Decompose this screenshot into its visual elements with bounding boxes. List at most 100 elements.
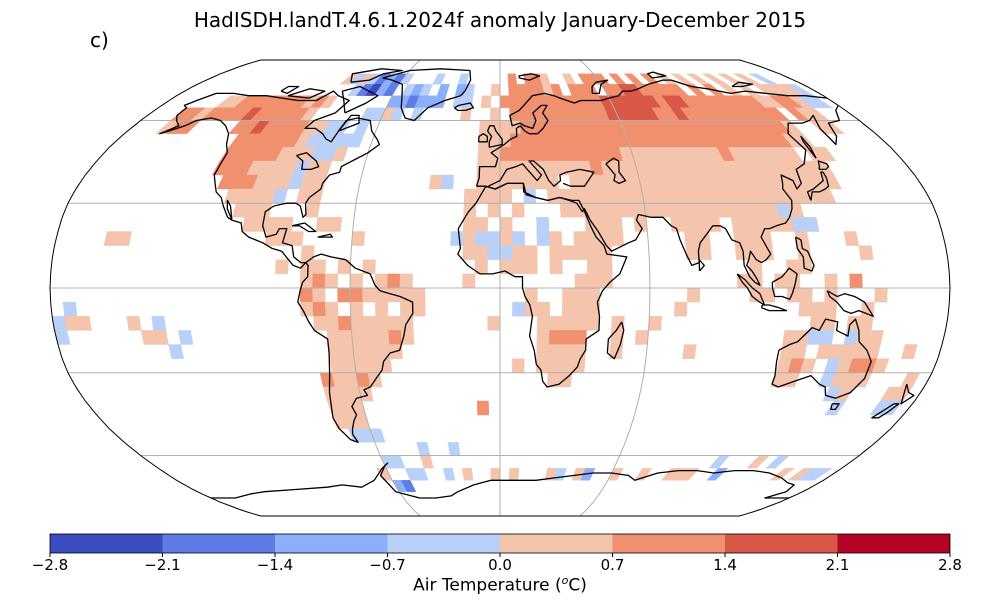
- anomaly-cell: [275, 259, 289, 275]
- coast-java: [761, 304, 788, 312]
- colorbar-tick-label: 0.0: [488, 556, 512, 574]
- colorbar-swatch-1: [162, 534, 275, 553]
- anomaly-cell: [153, 330, 169, 345]
- anomaly-cell: [374, 301, 389, 317]
- globe-outline: [49, 59, 951, 517]
- anomaly-cell: [536, 316, 551, 331]
- anomaly-cell: [512, 245, 526, 260]
- anomaly-cell: [487, 245, 501, 260]
- anomaly-cell: [511, 358, 525, 373]
- anomaly-cell: [151, 316, 167, 331]
- anomaly-cell: [843, 231, 860, 246]
- anomaly-cell: [804, 468, 834, 481]
- anomaly-cell: [178, 330, 194, 345]
- anomaly-cell: [549, 259, 563, 275]
- anomaly-cell: [324, 301, 339, 317]
- anomaly-cell: [549, 316, 563, 331]
- anomaly-cell: [326, 330, 341, 345]
- coast-sri-lanka: [698, 259, 705, 272]
- anomaly-cell: [461, 468, 474, 481]
- anomaly-cell: [706, 217, 722, 232]
- anomaly-cell: [582, 188, 597, 204]
- anomaly-cell: [573, 330, 587, 345]
- coast-great-lakes: [296, 152, 320, 171]
- anomaly-cell: [62, 301, 78, 317]
- anomaly-cell: [682, 217, 697, 232]
- anomaly-cell: [378, 358, 393, 373]
- anomaly-cell: [387, 273, 401, 289]
- coast-africa: [457, 182, 628, 388]
- anomaly-cell: [442, 468, 456, 481]
- anomaly-cell: [532, 147, 546, 162]
- colorbar: [49, 533, 951, 557]
- colorbar-label-suffix: C): [568, 575, 587, 596]
- anomaly-cell: [512, 301, 526, 317]
- coast-iceland: [454, 102, 475, 112]
- coast-sumatra: [736, 273, 766, 306]
- anomaly-cell: [619, 203, 635, 218]
- coast-victoria-isl: [287, 88, 326, 99]
- anomaly-cell: [537, 301, 551, 317]
- anomaly-cell: [432, 73, 446, 85]
- anomaly-cell: [499, 95, 510, 108]
- anomaly-cell: [490, 468, 501, 481]
- anomaly-cell: [299, 287, 314, 303]
- anomaly-cell: [573, 231, 587, 246]
- anomaly-cell: [544, 160, 558, 176]
- anomaly-cell: [337, 287, 351, 303]
- anomaly-cell: [520, 133, 533, 148]
- anomaly-cell: [522, 160, 535, 176]
- anomaly-cell: [499, 147, 512, 162]
- anomaly-cell: [796, 245, 812, 260]
- colorbar-tick-label: 2.8: [938, 556, 962, 574]
- anomaly-cell: [587, 273, 601, 289]
- anomaly-cell: [349, 287, 363, 303]
- anomaly-cell: [461, 95, 474, 108]
- anomaly-cell: [823, 301, 838, 317]
- anomaly-cell: [749, 273, 763, 289]
- anomaly-cell: [414, 468, 429, 481]
- anomaly-cell: [351, 330, 366, 345]
- anomaly-cell: [312, 301, 327, 317]
- graticule: [50, 60, 950, 516]
- anomaly-cell: [586, 316, 600, 331]
- anomaly-cell: [858, 316, 874, 331]
- anomaly-cell: [598, 245, 613, 260]
- coast-cuba: [291, 222, 317, 233]
- anomaly-cell: [818, 330, 835, 345]
- anomaly-cell: [586, 245, 600, 260]
- coast-nz-south: [871, 403, 900, 419]
- anomaly-cell: [64, 316, 80, 331]
- anomaly-cell: [349, 273, 363, 289]
- anomaly-cell: [799, 287, 813, 303]
- anomaly-cell: [329, 358, 345, 373]
- colorbar-label-prefix: Air Temperature (: [413, 575, 562, 596]
- anomaly-cell: [574, 287, 588, 303]
- anomaly-cell: [683, 231, 699, 246]
- coast-tasmania: [830, 403, 840, 411]
- anomaly-cell: [315, 217, 330, 232]
- colorbar-label: Air Temperature (oC): [0, 574, 1000, 596]
- coast-madagascar: [606, 321, 625, 360]
- anomaly-cell: [340, 344, 355, 359]
- anomaly-cell: [708, 455, 731, 469]
- coast-asia-east: [476, 105, 841, 286]
- anomaly-cell: [814, 147, 837, 162]
- anomaly-cell: [362, 316, 377, 331]
- anomaly-cell: [324, 273, 338, 289]
- coast-hispaniola: [317, 233, 334, 238]
- colorbar-tick-label: −1.4: [256, 556, 294, 574]
- coast-greenland: [382, 68, 472, 122]
- anomaly-cell: [374, 273, 388, 289]
- anomaly-cell: [312, 259, 327, 275]
- panel-label: c): [90, 28, 109, 52]
- anomaly-cell: [634, 468, 653, 481]
- anomaly-cell: [536, 217, 550, 232]
- coast-borneo: [771, 267, 798, 300]
- coast-baffin: [341, 85, 379, 114]
- anomaly-grid: [51, 73, 921, 492]
- anomaly-cell: [351, 231, 366, 246]
- anomaly-cell: [475, 217, 489, 232]
- anomaly-cell: [561, 301, 576, 317]
- anomaly-cell: [319, 95, 339, 108]
